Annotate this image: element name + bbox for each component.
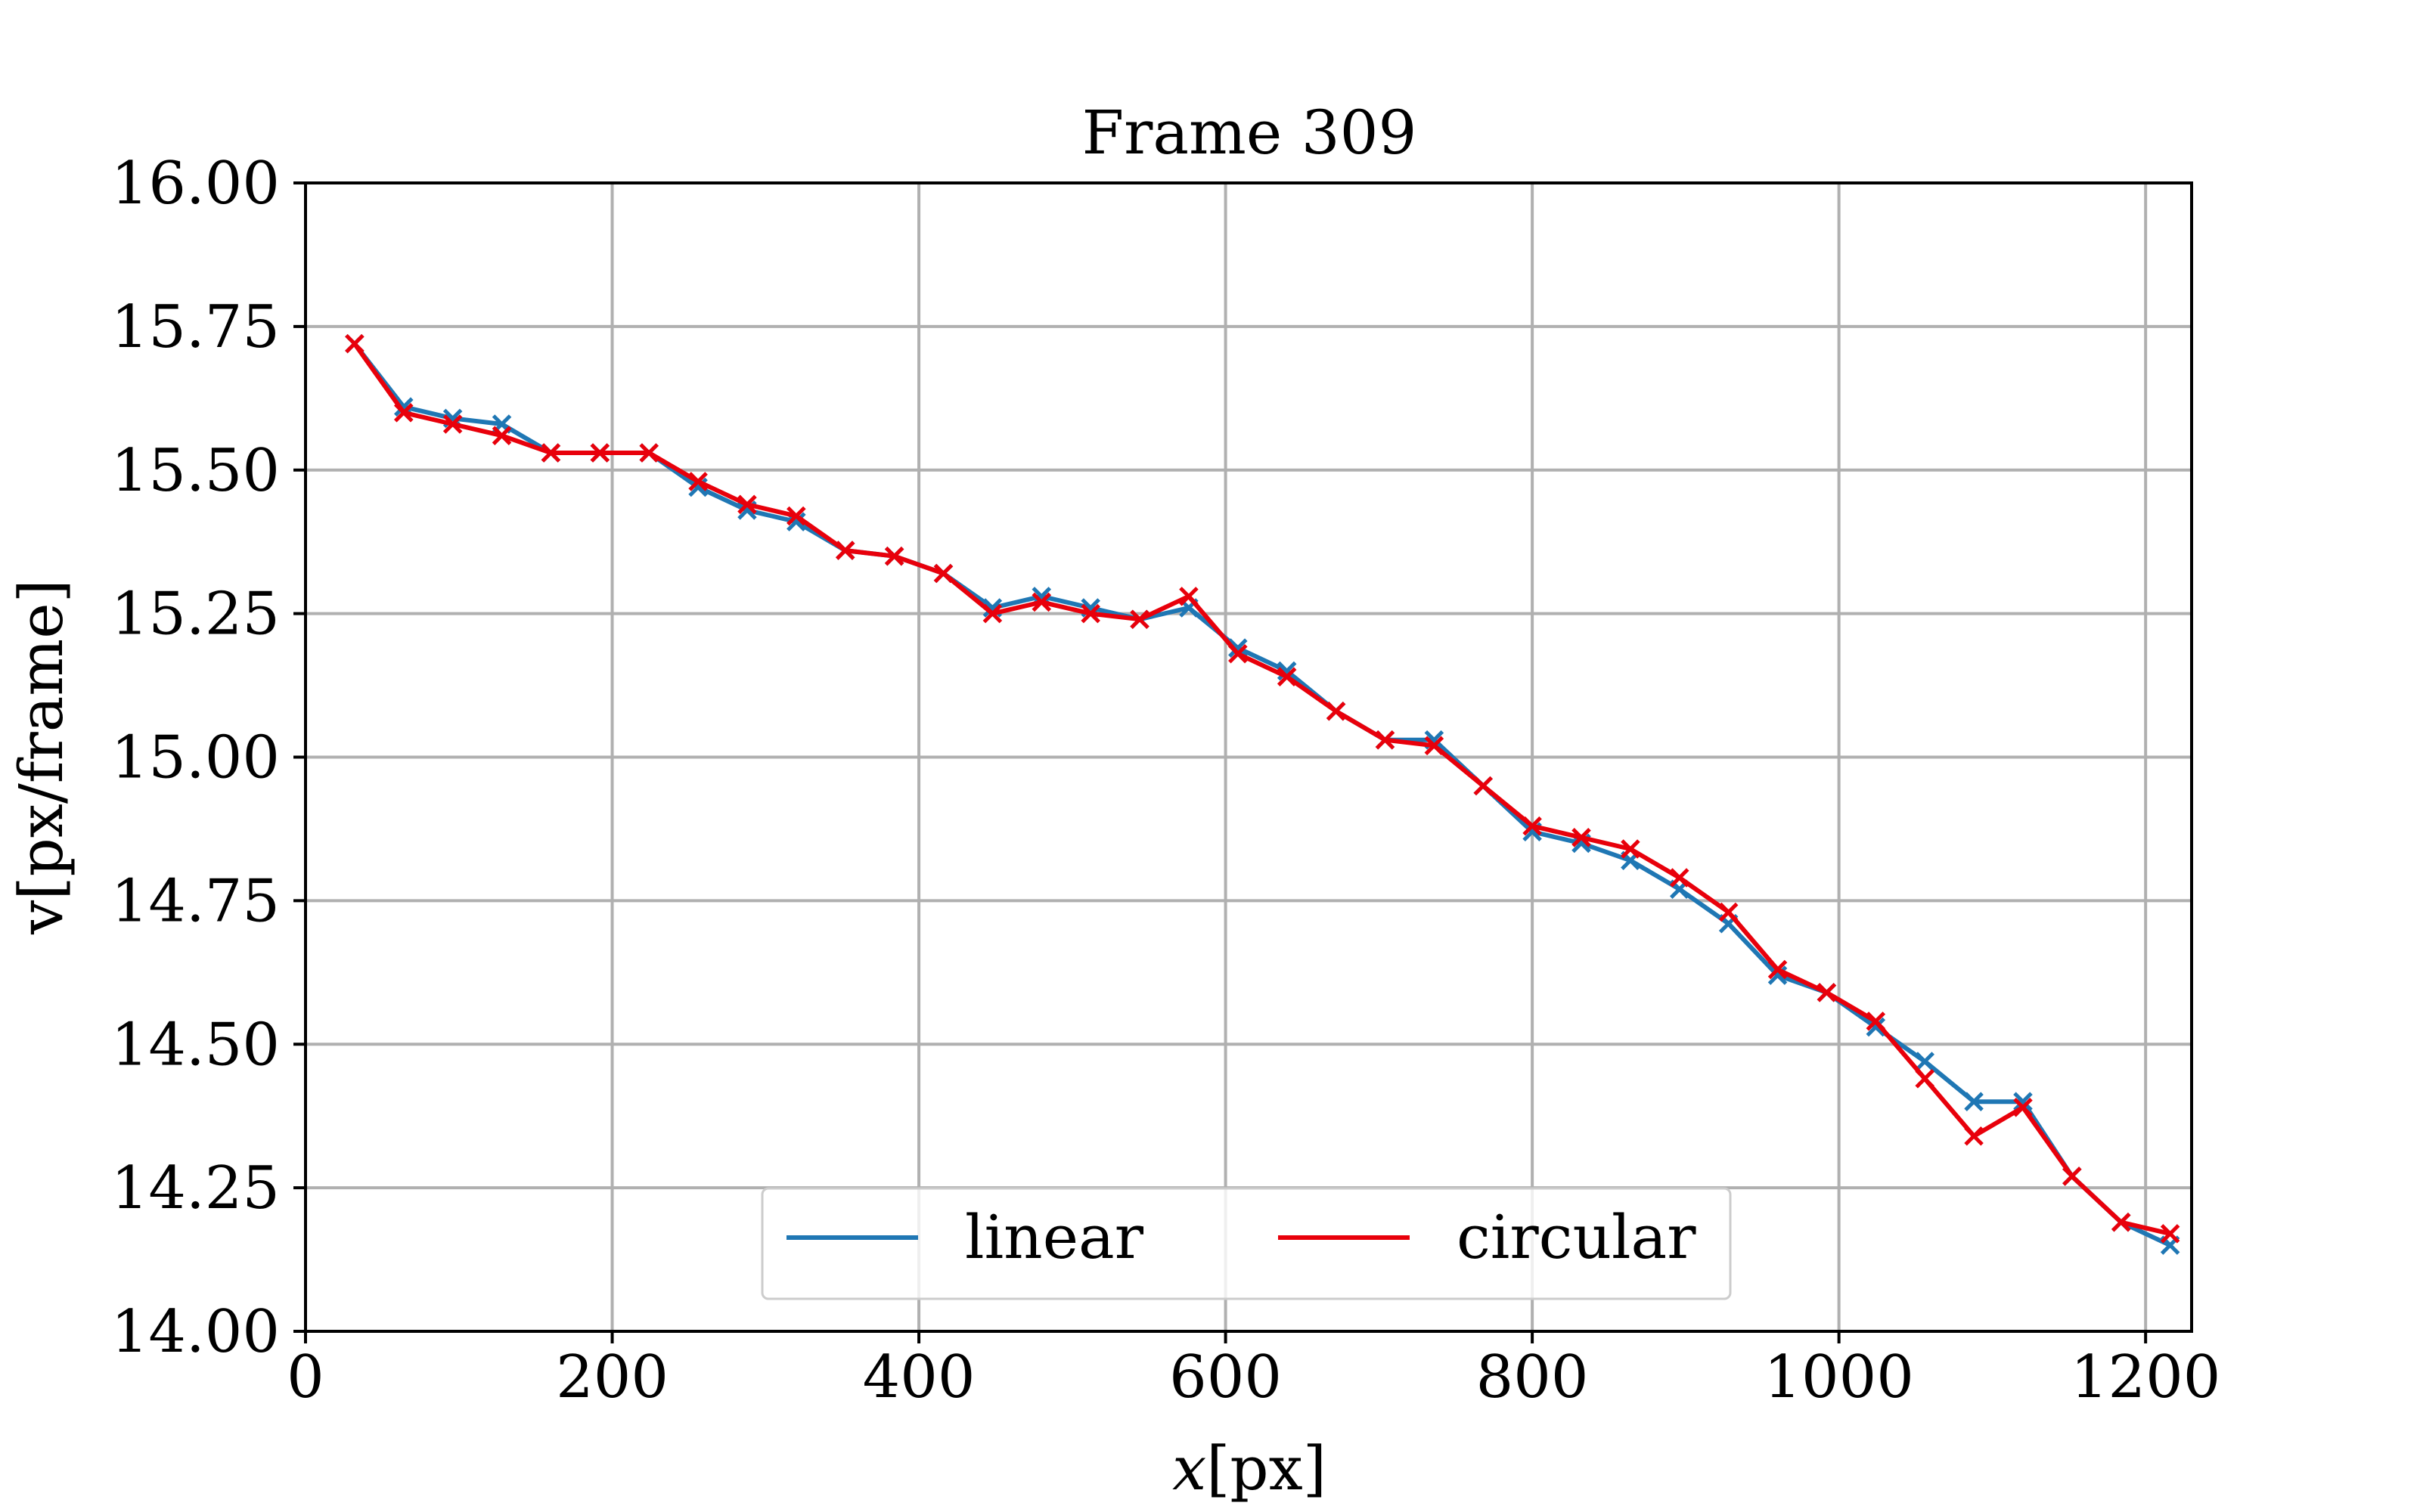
data-point-circular <box>1228 644 1248 664</box>
data-point-circular <box>2160 1224 2180 1244</box>
y-tick-label: 14.25 <box>111 1154 280 1222</box>
data-point-circular <box>639 443 659 463</box>
legend-box <box>761 1187 1732 1300</box>
x-axis-label: x[px] <box>1172 1433 1326 1504</box>
data-point-circular <box>835 541 855 560</box>
x-tick-label: 1200 <box>2071 1343 2221 1411</box>
data-point-circular <box>1571 828 1591 847</box>
legend-label-circular: circular <box>1457 1202 1696 1272</box>
data-point-circular <box>1621 839 1640 859</box>
x-tick-label: 1000 <box>1764 1343 1914 1411</box>
data-point-circular <box>442 414 463 434</box>
y-tick-label: 15.50 <box>111 437 280 505</box>
data-point-linear <box>1964 1092 1984 1111</box>
data-point-circular <box>933 563 954 584</box>
data-point-circular <box>394 403 414 423</box>
x-axis-label-variable: x <box>1172 1433 1206 1504</box>
y-axis-label: v[px/frame] <box>6 579 76 935</box>
data-point-circular <box>1130 609 1150 629</box>
data-point-circular <box>1473 776 1493 796</box>
data-point-circular <box>737 494 757 515</box>
data-point-circular <box>786 506 806 526</box>
y-tick-label: 15.00 <box>111 724 280 792</box>
data-point-circular <box>1915 1069 1934 1089</box>
data-point-circular <box>688 472 708 491</box>
x-axis-label-unit: [px] <box>1206 1433 1326 1504</box>
data-point-circular <box>492 426 512 445</box>
data-point-circular <box>1081 603 1100 624</box>
data-point-circular <box>1277 667 1297 686</box>
legend: linear circular <box>761 1187 1732 1300</box>
y-tick-label: 15.25 <box>111 581 280 649</box>
data-point-linear <box>1228 638 1248 658</box>
data-point-circular <box>2062 1167 2082 1186</box>
data-point-circular <box>1179 587 1199 606</box>
legend-label-linear: linear <box>965 1202 1144 1272</box>
data-point-circular <box>1817 983 1837 1002</box>
data-point-circular <box>541 443 561 463</box>
data-point-circular <box>2111 1212 2131 1232</box>
data-point-circular <box>1866 1012 1886 1031</box>
series-layer <box>345 333 2180 1255</box>
data-point-circular <box>1964 1126 1984 1146</box>
data-point-circular <box>1326 701 1346 721</box>
series-circular <box>345 333 2180 1244</box>
chart-title: Frame 309 <box>1082 98 1417 168</box>
series-line-circular <box>352 341 2173 1236</box>
x-tick-label: 400 <box>863 1343 976 1411</box>
data-point-circular <box>884 546 904 566</box>
data-point-circular <box>1670 868 1689 888</box>
data-point-circular <box>1375 730 1395 750</box>
data-point-circular <box>1522 816 1542 836</box>
data-point-circular <box>2013 1098 2033 1117</box>
tick-marks: 0 200 400 600 800 1000 1200 14.00 14.25 14.50 14.7… <box>111 150 2221 1411</box>
data-point-circular <box>1424 736 1444 756</box>
y-tick-label: 16.00 <box>111 150 280 218</box>
x-tick-label: 600 <box>1169 1343 1282 1411</box>
x-tick-label: 200 <box>556 1343 669 1411</box>
data-point-linear <box>1866 1017 1886 1037</box>
data-point-linear <box>1915 1052 1934 1071</box>
data-point-circular <box>1767 959 1788 980</box>
y-tick-label: 15.75 <box>111 293 280 361</box>
data-point-circular <box>1032 592 1052 612</box>
x-tick-label: 800 <box>1476 1343 1589 1411</box>
y-tick-label: 14.75 <box>111 867 280 935</box>
data-point-circular <box>982 603 1003 624</box>
y-tick-label: 14.00 <box>111 1298 280 1366</box>
x-tick-label: 0 <box>287 1343 324 1411</box>
data-point-circular <box>590 443 610 463</box>
data-point-circular <box>1718 902 1739 922</box>
y-tick-label: 14.50 <box>111 1011 280 1079</box>
data-point-circular <box>345 333 365 354</box>
data-point-linear <box>2013 1092 2033 1111</box>
